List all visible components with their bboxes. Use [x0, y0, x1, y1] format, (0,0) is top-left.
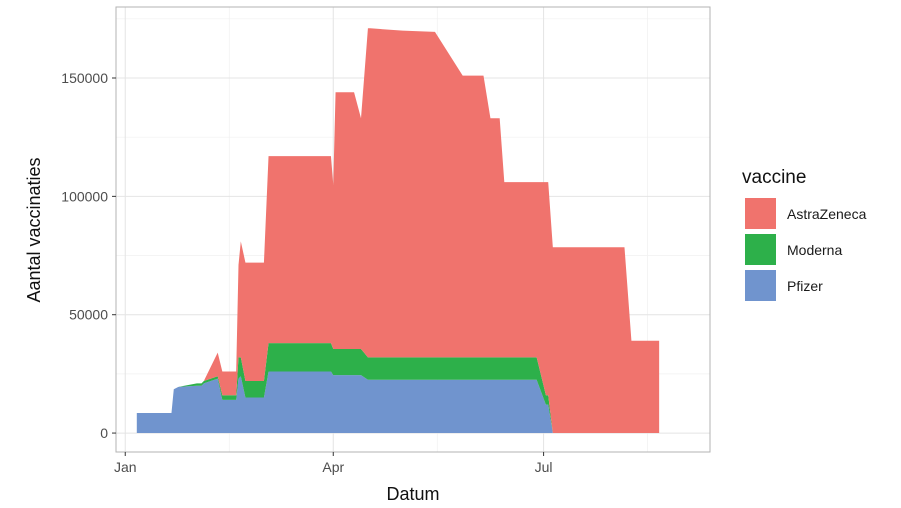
legend-swatch-pfizer	[745, 270, 776, 301]
x-axis-title: Datum	[386, 484, 439, 504]
legend-label-moderna: Moderna	[787, 242, 842, 258]
legend-swatch-astrazeneca	[745, 198, 776, 229]
y-tick-label: 0	[100, 425, 108, 441]
x-tick-label: Jul	[535, 459, 553, 475]
area-astrazeneca	[136, 28, 660, 434]
y-tick-label: 150000	[61, 70, 108, 86]
y-axis-title: Aantal vaccinaties	[24, 157, 44, 302]
y-tick-label: 100000	[61, 188, 108, 204]
legend-label-astrazeneca: AstraZeneca	[787, 206, 867, 222]
stacked-areas	[136, 28, 660, 434]
area-moderna	[136, 343, 660, 434]
y-tick-label: 50000	[69, 307, 108, 323]
x-tick-label: Apr	[322, 459, 344, 475]
x-tick-label: Jan	[114, 459, 137, 475]
legend-title: vaccine	[742, 167, 806, 188]
legend-swatch-moderna	[745, 234, 776, 265]
y-axis: 0 50000 100000 150000	[61, 70, 116, 441]
legend: vaccine AstraZeneca Moderna Pfizer	[742, 167, 867, 301]
panel-border	[115, 6, 711, 453]
legend-label-pfizer: Pfizer	[787, 278, 823, 294]
area-pfizer	[136, 371, 660, 434]
x-axis: Jan Apr Jul	[114, 452, 553, 475]
